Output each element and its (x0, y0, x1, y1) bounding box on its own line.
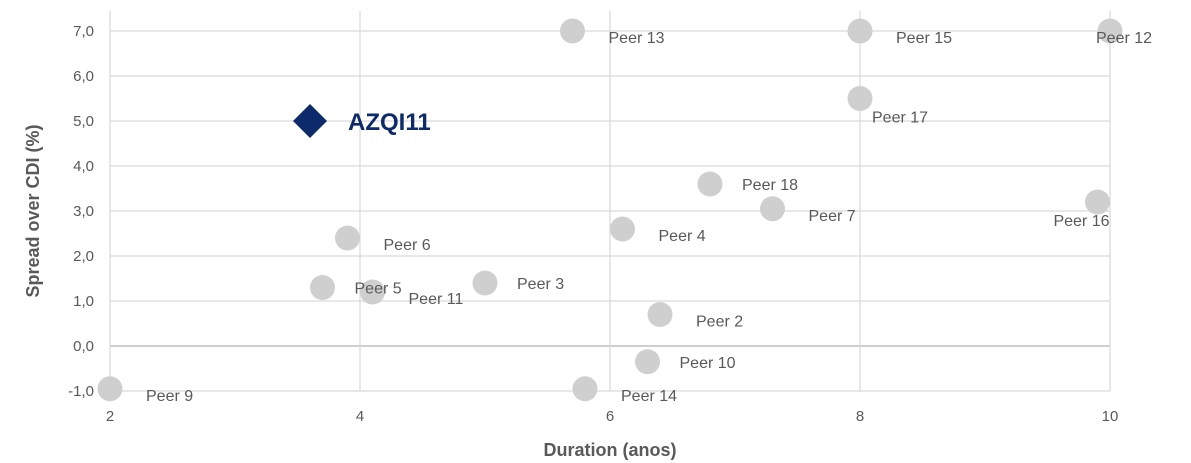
peer-data-label: Peer 11 (409, 291, 464, 308)
y-tick-label: 5,0 (73, 113, 94, 130)
y-tick-label: -1,0 (68, 383, 94, 400)
peer-point (647, 302, 673, 327)
y-tick-label: 0,0 (73, 338, 94, 355)
peer-point (610, 216, 635, 242)
y-tick-label: 1,0 (73, 293, 94, 310)
peer-point (1085, 189, 1110, 215)
x-tick-label: 4 (356, 408, 364, 425)
data-labels: Peer 9 Peer 5 Peer 6 Peer 11 Peer 3 Peer 13 Pe… (146, 30, 1152, 405)
peer-point (1097, 18, 1123, 44)
y-tick-label: 2,0 (73, 248, 94, 265)
peer-data-label: Peer 2 (696, 314, 743, 331)
peer-data-label: Peer 3 (517, 276, 564, 293)
peer-point (335, 225, 360, 251)
x-tick-label: 6 (606, 408, 614, 425)
grid-lines (109, 11, 1111, 392)
peer-data-label: Peer 9 (146, 388, 193, 405)
x-tick-label: 8 (856, 408, 864, 425)
x-axis-title: Duration (anos) (544, 440, 677, 460)
x-tick-label: 2 (106, 408, 114, 425)
peer-point (697, 171, 723, 197)
peer-data-label: Peer 7 (809, 208, 856, 225)
peer-data-label: Peer 13 (609, 30, 665, 47)
peer-point (560, 18, 585, 44)
peer-data-label: Peer 16 (1053, 213, 1109, 230)
peer-point (847, 18, 873, 44)
peer-data-label: Peer 14 (621, 388, 677, 405)
peer-point (847, 86, 873, 111)
peer-point (97, 376, 123, 402)
peer-data-label: Peer 5 (355, 281, 402, 298)
peer-data-label: Peer 10 (680, 355, 736, 372)
highlight-data-label: AZQI11 (348, 109, 431, 136)
y-tick-label: 3,0 (73, 203, 94, 220)
peer-data-label: Peer 12 (1096, 30, 1152, 47)
y-tick-label: 7,0 (73, 23, 94, 40)
peer-point (760, 196, 785, 222)
y-tick-label: 6,0 (73, 68, 94, 85)
peer-point (635, 349, 660, 375)
peer-data-label: Peer 18 (742, 177, 798, 194)
peer-data-label: Peer 15 (896, 30, 952, 47)
peer-point (572, 376, 598, 402)
x-tick-label: 10 (1102, 408, 1119, 425)
peer-point (472, 270, 498, 296)
highlight-point (293, 104, 327, 138)
peer-data-label: Peer 17 (872, 110, 928, 127)
peer-data-label: Peer 6 (384, 237, 431, 254)
data-points (97, 18, 1123, 402)
peer-point (310, 275, 335, 300)
peer-point (360, 279, 385, 305)
y-tick-label: 4,0 (73, 158, 94, 175)
peer-data-label: Peer 4 (659, 228, 706, 245)
y-axis-title: Spread over CDI (%) (23, 124, 43, 297)
tick-labels: -1,0 0,0 1,0 2,0 3,0 4,0 5,0 6,0 7,0 2 4 6 8 10 (68, 23, 1118, 425)
